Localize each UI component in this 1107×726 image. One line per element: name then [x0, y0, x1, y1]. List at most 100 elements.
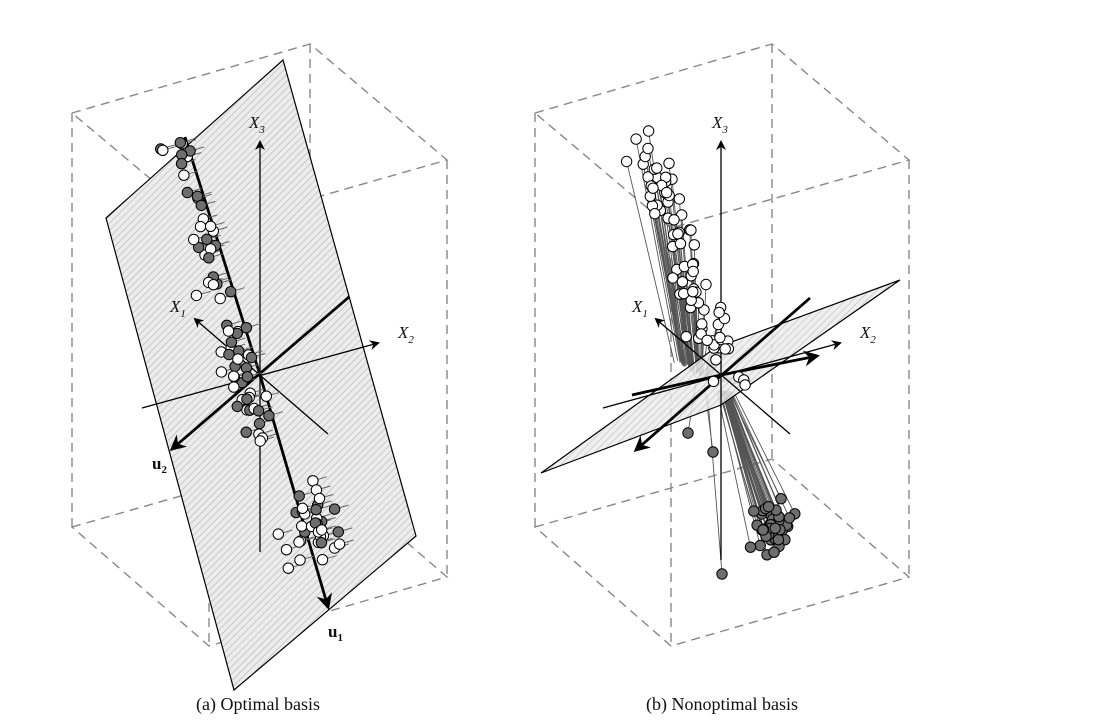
data-point	[195, 199, 208, 212]
data-point	[215, 366, 228, 378]
data-point	[294, 554, 306, 566]
data-point	[188, 233, 200, 246]
axis-label-x2-b: X2	[859, 323, 876, 346]
data-point	[678, 287, 690, 300]
data-point	[174, 137, 187, 149]
data-point	[293, 490, 305, 502]
data-point	[674, 238, 687, 250]
data-point	[642, 142, 654, 155]
data-point	[231, 400, 244, 413]
data-point	[181, 186, 194, 199]
data-point	[228, 381, 240, 393]
data-point	[207, 279, 220, 291]
data-point	[245, 351, 258, 364]
data-point	[240, 322, 253, 334]
data-point	[714, 331, 726, 344]
data-points-a	[155, 137, 346, 574]
data-point	[214, 292, 226, 305]
data-point	[280, 544, 293, 556]
data-point	[293, 536, 305, 548]
data-point	[676, 276, 689, 288]
data-point	[178, 169, 190, 181]
data-point	[642, 125, 655, 137]
data-point	[685, 224, 697, 236]
projection-line	[626, 161, 675, 363]
axis-label-x1-a: X1	[169, 297, 186, 320]
data-point	[240, 426, 252, 438]
data-point	[263, 410, 275, 422]
data-point	[253, 417, 266, 430]
data-points-b	[620, 125, 801, 580]
data-point	[701, 334, 713, 346]
data-point	[772, 534, 785, 546]
projection-line	[720, 393, 761, 546]
data-point	[713, 306, 725, 319]
data-point	[673, 193, 685, 205]
projection-line	[707, 395, 723, 575]
data-point	[647, 182, 659, 194]
axis-label-x3-b: X3	[711, 113, 728, 136]
data-point	[775, 493, 787, 505]
axis-label-x3-a: X3	[248, 113, 265, 136]
data-point	[744, 541, 757, 553]
data-point	[190, 289, 203, 302]
axis-label-x1-b: X1	[631, 297, 648, 320]
data-point	[707, 446, 719, 458]
data-point	[663, 157, 675, 170]
data-point	[748, 505, 760, 517]
data-point	[682, 427, 694, 439]
data-point	[332, 526, 344, 538]
data-point	[739, 379, 751, 391]
data-point	[316, 524, 328, 536]
projection-line	[727, 389, 782, 499]
data-point	[328, 503, 341, 515]
data-point	[667, 272, 679, 284]
projection-line	[717, 393, 751, 548]
data-point	[296, 520, 308, 532]
data-point	[315, 537, 328, 549]
axis-label-x2-a: X2	[397, 323, 414, 346]
caption-a: (a) Optimal basis	[196, 694, 320, 715]
data-point	[707, 375, 720, 388]
data-point	[716, 568, 728, 580]
data-point	[175, 158, 188, 170]
data-point	[757, 524, 769, 536]
vector-label-u1: u1	[328, 622, 343, 644]
data-point	[222, 325, 235, 337]
projection-line	[722, 390, 767, 509]
data-point	[710, 354, 722, 366]
projection-line	[732, 390, 796, 515]
data-point	[282, 562, 294, 574]
data-point	[225, 286, 237, 298]
panel-optimal-basis: X3 X2 X1 u2 u1 (a) Optimal basis	[70, 43, 449, 715]
data-point	[719, 343, 731, 355]
data-point	[232, 353, 244, 365]
projection-line	[723, 389, 770, 507]
data-point	[225, 336, 238, 348]
data-point	[260, 390, 272, 402]
data-point	[204, 220, 217, 233]
data-point	[296, 502, 309, 514]
data-point	[680, 331, 692, 343]
data-point	[783, 512, 796, 524]
projection-line	[654, 213, 685, 367]
data-point	[762, 501, 775, 513]
data-point	[649, 208, 661, 220]
data-point	[310, 504, 322, 516]
data-point	[228, 370, 240, 382]
data-point	[194, 220, 207, 233]
data-point	[252, 405, 265, 417]
data-point	[768, 546, 780, 558]
data-point	[201, 233, 213, 246]
data-point	[272, 528, 284, 540]
panel-nonoptimal-basis: X3 X2 X1 (b) Nonoptimal basis	[533, 43, 911, 715]
data-point	[316, 554, 329, 566]
data-point	[223, 348, 235, 361]
data-point	[241, 393, 253, 405]
data-point	[687, 265, 699, 278]
bounding-box-b	[533, 43, 911, 647]
projection-line	[718, 390, 755, 512]
data-point	[687, 286, 699, 298]
data-point	[754, 539, 766, 552]
